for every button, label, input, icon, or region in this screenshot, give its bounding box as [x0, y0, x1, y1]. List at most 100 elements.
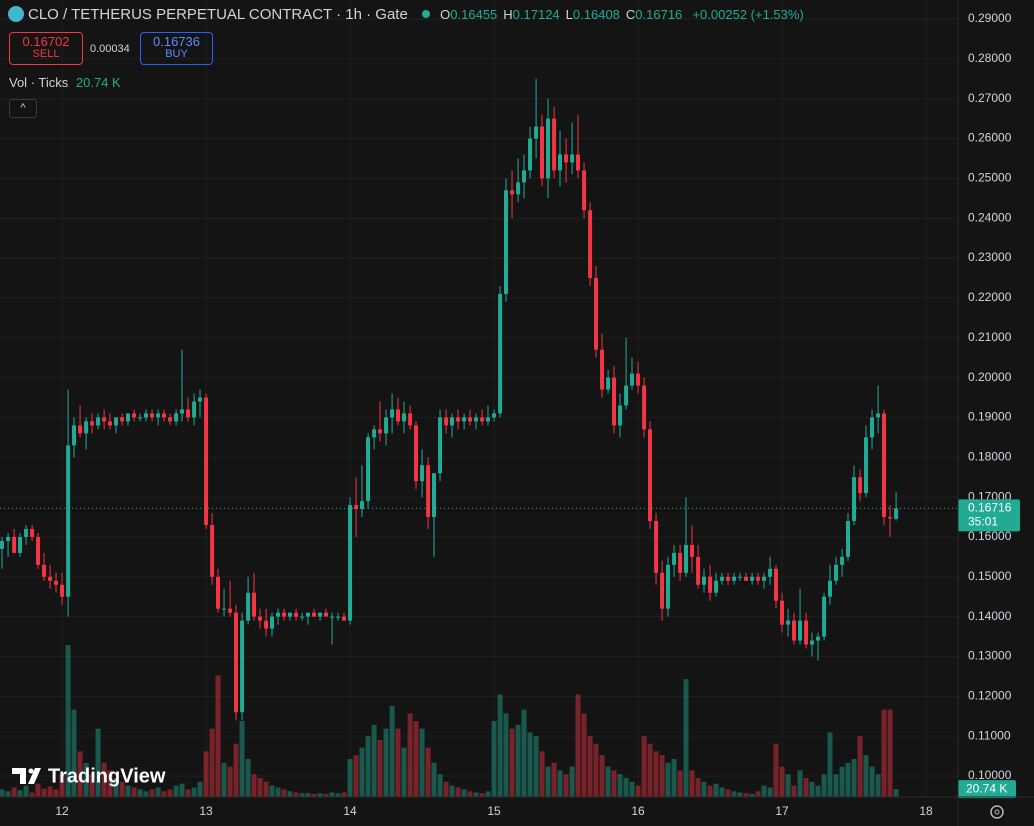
volume-bar: [215, 675, 221, 797]
candle-body: [204, 397, 209, 525]
sell-button[interactable]: 0.16702 SELL: [9, 32, 83, 65]
volume-bar: [503, 713, 509, 797]
candle-body: [773, 568, 778, 601]
candle-body: [306, 612, 311, 617]
candle-body: [593, 277, 598, 350]
volume-bar: [575, 694, 581, 797]
volume-bar: [401, 747, 407, 797]
candle-body: [24, 528, 29, 537]
volume-bar: [107, 770, 113, 797]
candle-body: [804, 620, 809, 645]
candle-body: [521, 170, 526, 183]
volume-bar: [383, 728, 389, 797]
volume-bar: [791, 785, 797, 797]
volume-bar: [701, 781, 707, 797]
sell-price: 0.16702: [22, 34, 70, 49]
volume-bar: [419, 728, 425, 797]
candle-body: [228, 608, 233, 613]
candle-body: [246, 592, 251, 621]
indicator-legend: Vol · Ticks 20.74 K: [9, 75, 121, 90]
volume-bar: [479, 793, 485, 797]
ohlc-value: 0.16716: [635, 7, 683, 22]
candle-body: [755, 576, 760, 581]
candle-body: [588, 210, 593, 278]
indicator-name[interactable]: Vol · Ticks: [9, 75, 69, 90]
volume-bar: [605, 766, 611, 797]
volume-bar: [785, 774, 791, 797]
x-tick-label: 13: [199, 804, 213, 818]
candle-body: [330, 616, 335, 618]
volume-bar: [491, 721, 497, 797]
volume-bar: [797, 770, 803, 797]
candle-body: [510, 190, 515, 195]
volume-bar: [449, 785, 455, 797]
ohlc-key: H: [503, 7, 513, 22]
buy-button[interactable]: 0.16736 BUY: [140, 32, 213, 65]
volume-bar: [593, 743, 599, 797]
symbol-title[interactable]: CLO / TETHERUS PERPETUAL CONTRACT · 1h ·…: [28, 6, 408, 23]
volume-bar: [833, 774, 839, 797]
x-tick-label: 12: [55, 804, 69, 818]
volume-bar: [269, 785, 275, 797]
axis-layer: 0.10000 0.11000 0.12000 0.13000 0.14000 0.150…: [0, 11, 1020, 818]
volume-bar: [587, 736, 593, 797]
volume-bar: [89, 774, 95, 797]
candle-body: [108, 421, 113, 426]
volume-bar: [209, 728, 215, 797]
volume-bar: [893, 789, 899, 797]
candle-body: [294, 612, 299, 617]
y-tick-label: 0.20000: [968, 370, 1012, 384]
ohlc-value: 0.16455: [450, 7, 498, 22]
volume-bar: [473, 792, 479, 797]
candle-body: [240, 620, 245, 713]
candle-body: [324, 612, 329, 617]
candle-body: [822, 596, 827, 637]
y-tick-label: 0.28000: [968, 51, 1012, 65]
volume-bar: [323, 793, 329, 797]
volume-bar: [539, 751, 545, 797]
candle-body: [845, 521, 850, 557]
candle-body: [503, 190, 508, 294]
candle-body: [156, 413, 161, 418]
candle-body: [474, 417, 479, 422]
candle-body: [827, 580, 832, 597]
volume-bar: [887, 709, 893, 797]
volume-bar: [359, 747, 365, 797]
volume-bar: [281, 789, 287, 797]
x-tick-label: 15: [487, 804, 501, 818]
collapse-button[interactable]: ^: [9, 99, 37, 118]
candle-body: [719, 576, 724, 581]
candle-body: [198, 397, 203, 402]
y-tick-label: 0.15000: [968, 569, 1012, 583]
candle-body: [312, 612, 317, 617]
volume-bar: [227, 766, 233, 797]
volume-bar: [455, 787, 461, 797]
candle-body: [780, 600, 785, 625]
volume-bar: [179, 783, 185, 797]
candle-body: [276, 612, 281, 617]
candle-body: [683, 544, 688, 573]
market-status: [421, 10, 430, 18]
candle-body: [858, 477, 863, 494]
volume-bar: [731, 791, 737, 797]
volume-bar: [713, 783, 719, 797]
indicator-value: 20.74 K: [75, 75, 121, 90]
candle-body: [456, 417, 461, 422]
volume-bar: [767, 787, 773, 797]
candle-body: [354, 505, 359, 510]
y-tick-label: 0.24000: [968, 210, 1012, 224]
candle-body: [60, 584, 65, 597]
volume-bar: [335, 793, 341, 797]
candle-body: [150, 413, 155, 418]
volume-bar: [425, 747, 431, 797]
last-price-label: 0.16716: [968, 501, 1012, 515]
candle-body: [462, 417, 467, 422]
candle-body: [492, 413, 497, 418]
candle-body: [539, 126, 544, 179]
volume-bar: [803, 778, 809, 797]
volume-bar: [557, 770, 563, 797]
candle-body: [546, 118, 551, 179]
settings-icon[interactable]: [990, 805, 1004, 819]
candle-body: [557, 154, 562, 171]
volume-bar: [617, 774, 623, 797]
